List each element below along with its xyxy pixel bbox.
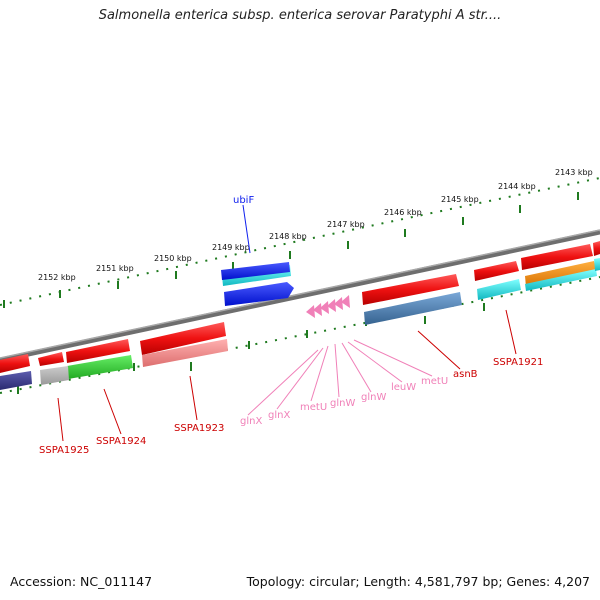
tick-label-2145: 2145 kbp <box>441 195 479 204</box>
tick-label-2146: 2146 kbp <box>384 208 422 217</box>
gene-SSPA1924 <box>66 339 130 363</box>
label-glnW-1: glnW <box>330 398 355 409</box>
gene-ubiF <box>221 262 290 280</box>
label-SSPA1924: SSPA1924 <box>96 436 146 447</box>
label-SSPA1925: SSPA1925 <box>39 445 89 456</box>
label-SSPA1923: SSPA1923 <box>174 423 224 434</box>
gene-red-2146 <box>362 274 459 305</box>
gene-SSPA1923-salmon <box>142 339 228 367</box>
trna-cluster <box>306 295 350 318</box>
map-title: Salmonella enterica subsp. enterica sero… <box>98 8 502 23</box>
gene-cyan-2143 <box>594 258 600 271</box>
tick-label-2152: 2152 kbp <box>38 273 76 282</box>
gene-SSPA1925-grey <box>40 366 69 385</box>
label-metU-2: metU <box>421 376 448 387</box>
label-glnX-1: glnX <box>240 416 262 427</box>
gene-red-left <box>0 354 30 373</box>
label-leuW: leuW <box>391 382 416 393</box>
label-metU-1: metU <box>300 402 327 413</box>
forward-strand-genes <box>221 241 600 325</box>
gene-cyan-edge <box>525 269 597 291</box>
genome-summary: Topology: circular; Length: 4,581,797 bp… <box>246 574 590 589</box>
gene-red-2143 <box>593 241 600 256</box>
leader-lines <box>57 204 517 442</box>
gene-asnB-gc <box>364 292 462 325</box>
tick-label-2151: 2151 kbp <box>96 264 134 273</box>
gene-SSPA1924-green <box>67 355 133 379</box>
gene-navy-left <box>0 371 32 390</box>
gene-SSPA1921-cyan <box>477 279 521 300</box>
gene-red-2145 <box>474 261 519 281</box>
tick-label-2149: 2149 kbp <box>212 243 250 252</box>
tick-label-2150: 2150 kbp <box>154 254 192 263</box>
gene-SSPA1923 <box>140 322 226 355</box>
genome-backbone <box>0 229 600 363</box>
label-glnW-2: glnW <box>361 392 386 403</box>
outer-ruler-ticks <box>3 192 579 308</box>
tick-label-2147: 2147 kbp <box>327 220 365 229</box>
label-ubiF: ubiF <box>233 195 254 206</box>
accession-label: Accession: NC_011147 <box>10 574 153 589</box>
tick-label-2148: 2148 kbp <box>269 232 307 241</box>
tick-label-2143: 2143 kbp <box>555 168 593 177</box>
label-asnB: asnB <box>453 369 478 380</box>
tick-label-2144: 2144 kbp <box>498 182 536 191</box>
gene-SSPA1925-small <box>38 352 64 366</box>
gene-red-2144 <box>521 244 593 270</box>
label-SSPA1921: SSPA1921 <box>493 357 543 368</box>
label-glnX-2: glnX <box>268 410 290 421</box>
reverse-strand-genes <box>0 322 228 390</box>
gene-blue-arrow <box>224 282 294 306</box>
